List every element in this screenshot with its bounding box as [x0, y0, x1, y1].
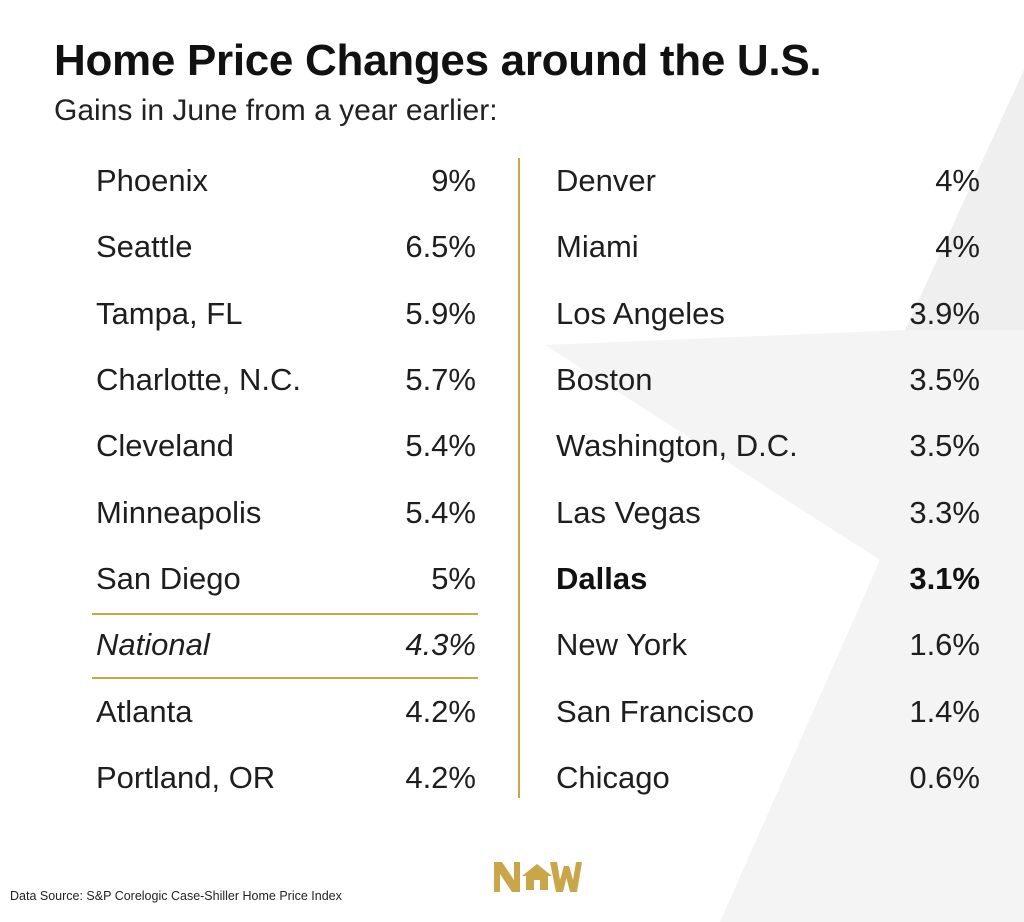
- table-row: New York 1.6%: [556, 612, 980, 678]
- city-name: Denver: [556, 163, 656, 199]
- price-change-value: 4.2%: [405, 759, 476, 795]
- table-row: Cleveland 5.4%: [96, 413, 476, 479]
- city-name: Chicago: [556, 759, 670, 795]
- table-row: Denver 4%: [556, 148, 980, 214]
- price-change-value: 3.5%: [909, 362, 980, 398]
- nw-house-logo-icon: [494, 862, 582, 892]
- city-name: Seattle: [96, 229, 193, 265]
- price-change-value: 9%: [431, 163, 476, 199]
- price-change-value: 4.2%: [405, 693, 476, 729]
- table-row: Tampa, FL 5.9%: [96, 281, 476, 347]
- table-row: Los Angeles 3.9%: [556, 281, 980, 347]
- table-row: Las Vegas 3.3%: [556, 479, 980, 545]
- city-name: New York: [556, 627, 687, 663]
- price-change-value: 4%: [935, 163, 980, 199]
- table-row: Dallas 3.1%: [556, 546, 980, 612]
- price-change-value: 5%: [431, 560, 476, 596]
- table-row: Seattle 6.5%: [96, 214, 476, 280]
- price-change-value: 0.6%: [909, 759, 980, 795]
- price-change-value: 6.5%: [405, 229, 476, 265]
- table-row: San Francisco 1.4%: [556, 678, 980, 744]
- price-change-value: 5.9%: [405, 295, 476, 331]
- city-name: Boston: [556, 362, 653, 398]
- table-row: Phoenix 9%: [96, 148, 476, 214]
- city-name: San Diego: [96, 560, 241, 596]
- city-name: Atlanta: [96, 693, 193, 729]
- city-name: Tampa, FL: [96, 295, 243, 331]
- city-name: Phoenix: [96, 163, 209, 199]
- page-subtitle: Gains in June from a year earlier:: [54, 94, 498, 127]
- table-row: Portland, OR 4.2%: [96, 745, 476, 811]
- price-change-value: 5.7%: [405, 362, 476, 398]
- city-name: San Francisco: [556, 693, 755, 729]
- table-row: Boston 3.5%: [556, 347, 980, 413]
- left-column: Phoenix 9% Seattle 6.5% Tampa, FL 5.9% Charlot…: [92, 148, 478, 811]
- data-source-note: Data Source: S&P Corelogic Case-Shiller …: [10, 889, 342, 903]
- price-change-value: 4%: [935, 229, 980, 265]
- city-name: Dallas: [556, 560, 648, 596]
- table-row: Miami 4%: [556, 214, 980, 280]
- price-change-value: 3.1%: [909, 560, 980, 596]
- city-name: Charlotte, N.C.: [96, 362, 302, 398]
- price-change-value: 3.9%: [909, 295, 980, 331]
- price-change-value: 5.4%: [405, 494, 476, 530]
- right-column: Denver 4% Miami 4% Los Angeles 3.9% Boston 3.5%…: [556, 148, 980, 811]
- table-row: Minneapolis 5.4%: [96, 479, 476, 545]
- table-row: Charlotte, N.C. 5.7%: [96, 347, 476, 413]
- price-change-value: 1.6%: [909, 627, 980, 663]
- city-name: Washington, D.C.: [556, 428, 798, 464]
- city-name: Los Angeles: [556, 295, 725, 331]
- city-name: National: [96, 627, 210, 663]
- city-name: Cleveland: [96, 428, 234, 464]
- table-row: San Diego 5%: [96, 546, 476, 612]
- price-change-value: 1.4%: [909, 693, 980, 729]
- price-change-value: 4.3%: [405, 627, 476, 663]
- table-row: Chicago 0.6%: [556, 745, 980, 811]
- column-divider: [518, 158, 520, 798]
- table-row: National 4.3%: [92, 612, 478, 680]
- table-row: Washington, D.C. 3.5%: [556, 413, 980, 479]
- city-name: Portland, OR: [96, 759, 276, 795]
- city-name: Minneapolis: [96, 494, 262, 530]
- page-title: Home Price Changes around the U.S.: [54, 36, 822, 85]
- table-row: Atlanta 4.2%: [96, 678, 476, 744]
- price-change-value: 3.3%: [909, 494, 980, 530]
- city-name: Miami: [556, 229, 639, 265]
- price-change-value: 3.5%: [909, 428, 980, 464]
- city-name: Las Vegas: [556, 494, 701, 530]
- price-change-value: 5.4%: [405, 428, 476, 464]
